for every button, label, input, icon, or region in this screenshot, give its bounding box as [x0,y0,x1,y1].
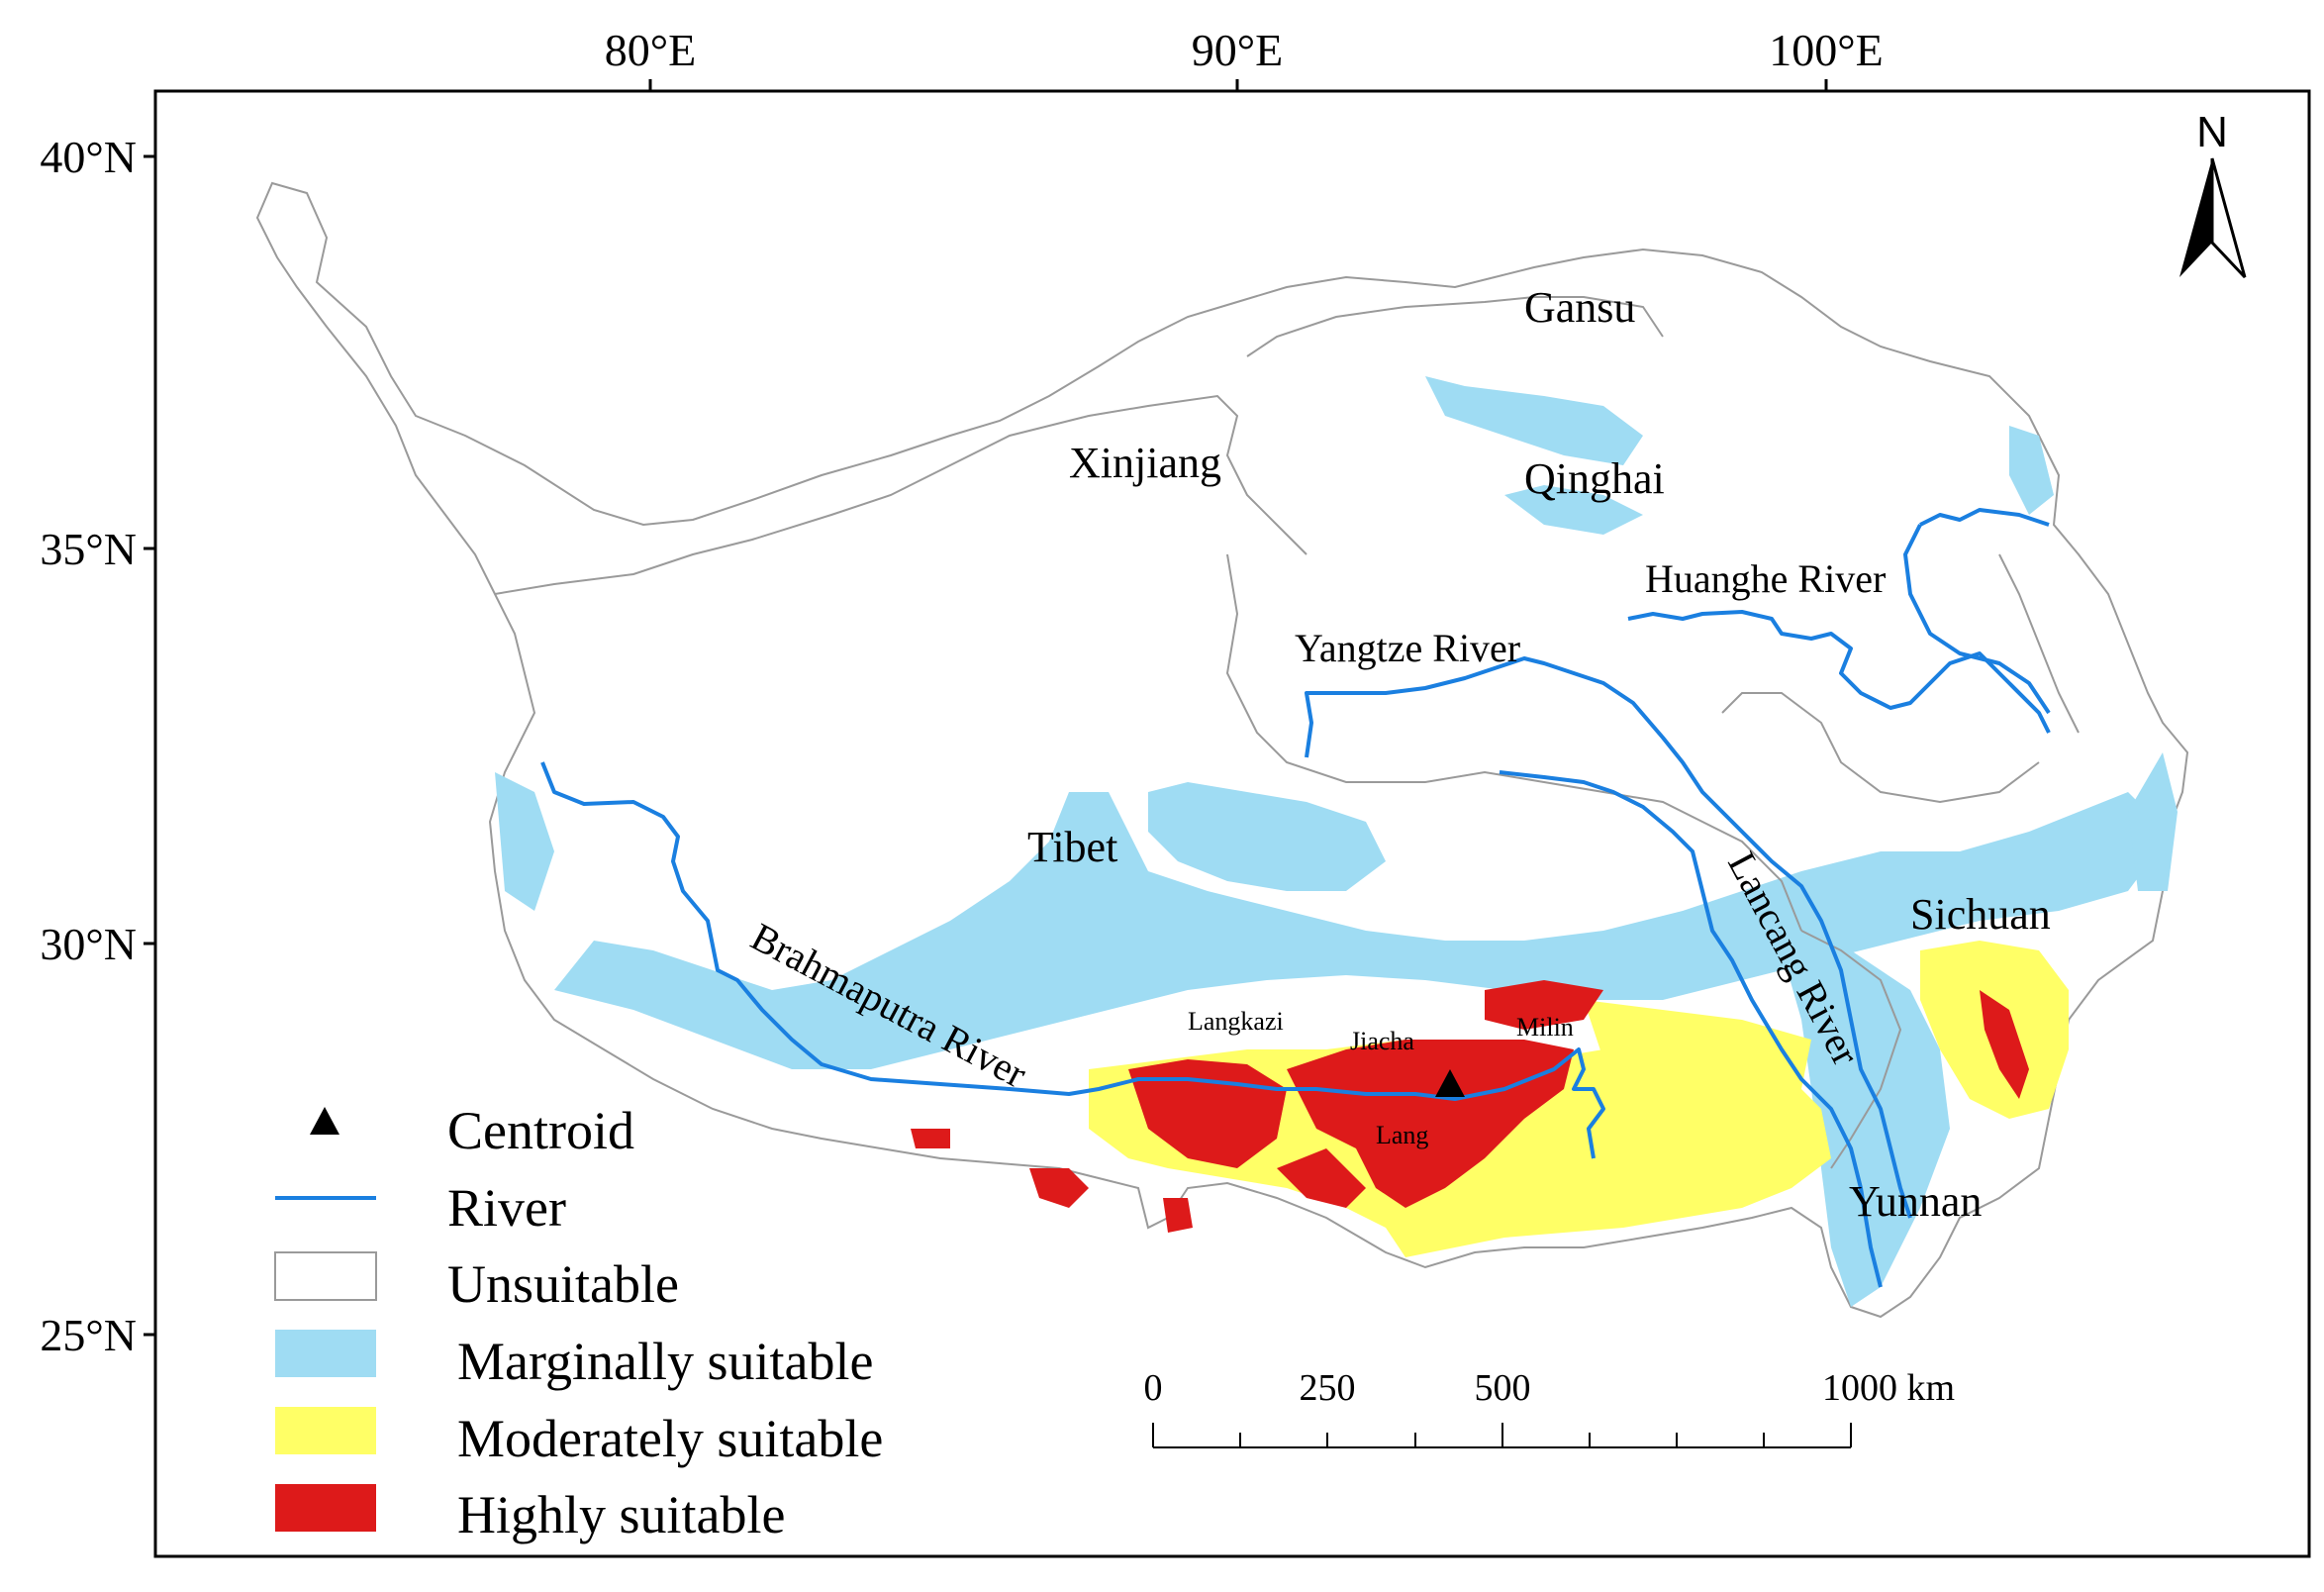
legend: Centroid River Unsuitable Marginally sui… [274,1101,883,1544]
region-label-sichuan: Sichuan [1910,890,2051,939]
town-label-lang: Lang [1376,1121,1428,1149]
river-lancang [1499,770,1883,1288]
legend-symbol-moderate [275,1407,376,1454]
river-yangtze [1305,656,1912,1219]
river-label-huanghe: Huanghe River [1645,556,1886,601]
scale-label-0: 0 [1144,1367,1163,1409]
legend-label-marginal: Marginally suitable [457,1332,873,1391]
rivers [540,508,2051,1288]
town-label-langkazi: Langkazi [1188,1007,1284,1036]
town-label-milin: Milin [1516,1013,1574,1042]
legend-symbol-unsuitable [274,1251,377,1301]
tick-label-35n: 35°N [40,524,137,574]
legend-symbol-marginal [275,1330,376,1377]
scale-label-500: 500 [1475,1367,1531,1409]
region-label-yunnan: Yunnan [1849,1177,1982,1226]
region-label-gansu: Gansu [1524,283,1635,332]
marginal-zones [495,376,2178,1307]
legend-label-unsuitable: Unsuitable [447,1254,679,1314]
tick-label-100e: 100°E [1769,25,1884,75]
legend-label-high: Highly suitable [457,1485,785,1544]
river-brahmaputra [540,761,1605,1159]
tick-marks [144,79,1828,1337]
tick-label-25n: 25°N [40,1310,137,1360]
tick-label-40n: 40°N [40,132,137,182]
legend-label-river: River [447,1178,566,1238]
legend-symbol-centroid [310,1107,339,1135]
north-label: N [2196,108,2228,156]
river-label-yangtze: Yangtze River [1295,626,1520,670]
region-borders [494,296,2080,1169]
legend-symbol-high [275,1484,376,1532]
high-zones [911,980,2029,1233]
north-arrow-icon [2179,157,2247,279]
river-huanghe [1627,610,2051,734]
scale-label-250: 250 [1300,1367,1356,1409]
region-label-xinjiang: Xinjiang [1069,439,1221,487]
tick-label-80e: 80°E [605,25,697,75]
scale-label-1000km: 1000 km [1822,1367,1955,1409]
north-arrow: N [2179,108,2247,279]
region-label-qinghai: Qinghai [1524,454,1665,503]
centroid-marker [1435,1069,1465,1097]
tick-label-90e: 90°E [1192,25,1284,75]
scale-bar: 0 250 500 1000 km [1144,1367,1955,1448]
legend-label-moderate: Moderately suitable [457,1409,883,1468]
legend-label-centroid: Centroid [447,1101,634,1160]
town-label-jiacha: Jiacha [1350,1027,1414,1055]
tick-label-30n: 30°N [40,919,137,969]
region-label-tibet: Tibet [1027,823,1117,871]
